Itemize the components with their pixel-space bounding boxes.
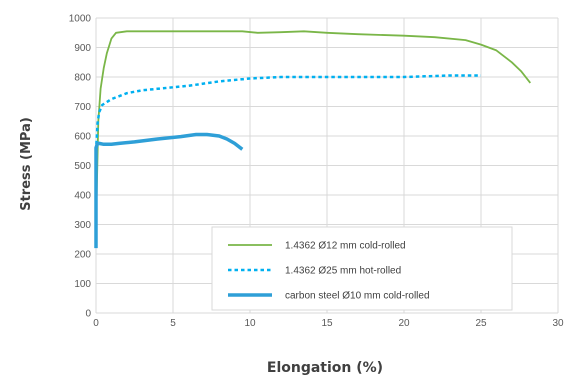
y-tick-label: 900	[74, 43, 91, 54]
x-axis-title: Elongation (%)	[267, 360, 383, 376]
grid-lines	[95, 17, 559, 314]
x-tick-label: 5	[170, 318, 176, 329]
x-tick-label: 15	[321, 318, 333, 329]
legend: 1.4362 Ø12 mm cold-rolled 1.4362 Ø25 mm h…	[211, 226, 513, 311]
y-tick-label: 100	[74, 279, 91, 290]
y-tick-label: 500	[74, 161, 91, 172]
y-tick-label: 600	[74, 132, 91, 143]
x-tick-label: 25	[475, 318, 487, 329]
series-line-3	[94, 132, 244, 249]
y-tick-label: 800	[74, 73, 91, 84]
x-tick-label: 10	[244, 318, 256, 329]
y-tick-label: 200	[74, 250, 91, 261]
y-tick-label: 0	[85, 309, 91, 320]
y-tick-label: 1000	[69, 14, 92, 25]
y-axis-title: Stress (MPa)	[19, 117, 34, 211]
y-tick-label: 400	[74, 191, 91, 202]
x-tick-label: 20	[398, 318, 410, 329]
x-tick-label: 30	[552, 318, 564, 329]
series-line-1	[95, 30, 532, 225]
series-line-2	[94, 74, 481, 151]
y-tick-label: 300	[74, 220, 91, 231]
y-axis-ticks: 0 100 200 300 400 500 600 700 800 900 1000	[69, 14, 92, 320]
legend-label: 1.4362 Ø25 mm hot-rolled	[285, 266, 401, 277]
x-tick-label: 0	[93, 318, 99, 329]
y-tick-label: 700	[74, 102, 91, 113]
legend-label: 1.4362 Ø12 mm cold-rolled	[285, 241, 406, 252]
x-axis-ticks: 0 5 10 15 20 25 30	[93, 318, 564, 329]
legend-label: carbon steel Ø10 mm cold-rolled	[285, 291, 430, 302]
series-lines	[94, 30, 532, 249]
